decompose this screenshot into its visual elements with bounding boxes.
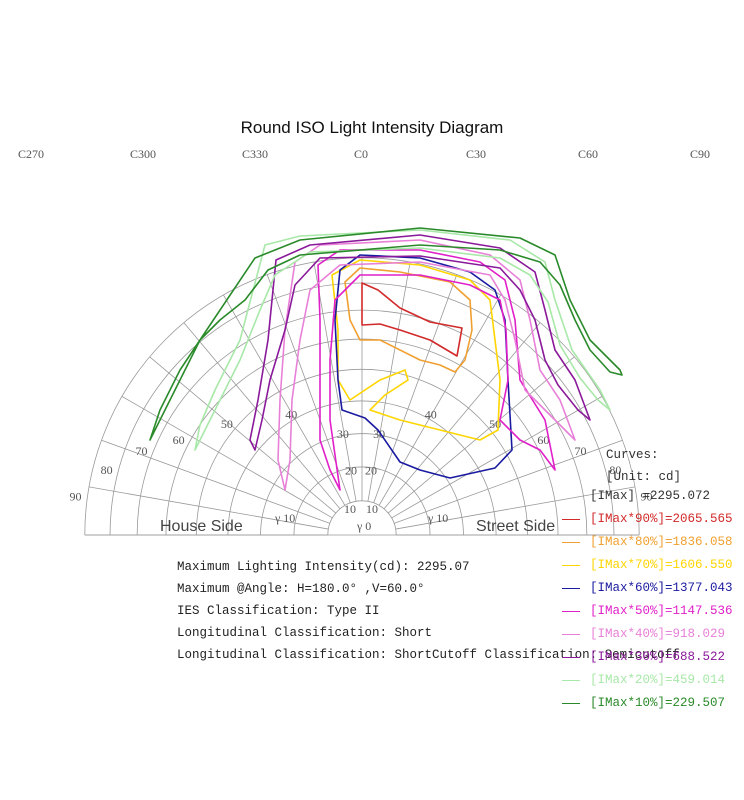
- legend-label: [IMax] =2295.072: [590, 489, 711, 503]
- iso-curve: [194, 229, 611, 451]
- legend-item: [IMax*20%]=459.014: [562, 669, 733, 692]
- c-radial-line: [183, 322, 341, 510]
- c-label: C300: [130, 147, 156, 161]
- legend-label: [IMax*50%]=1147.536: [590, 604, 733, 618]
- ring-label-right: 20: [345, 463, 357, 477]
- gamma-label-right: γ 10: [427, 511, 448, 525]
- legend-label: [IMax*40%]=918.029: [590, 627, 726, 641]
- legend-item: [IMax*70%]=1606.550: [562, 554, 733, 577]
- iso-curve: [149, 227, 623, 441]
- ring-label-left: 90: [69, 489, 81, 503]
- legend-label: [IMax*90%]=2065.565: [590, 512, 733, 526]
- legend-item: [IMax*10%]=229.507: [562, 692, 733, 715]
- ring-label-left: 70: [136, 444, 148, 458]
- c-radial-line: [149, 356, 337, 514]
- info-block: Maximum Lighting Intensity(cd): 2295.07 …: [177, 556, 680, 666]
- c-radial-line: [373, 274, 458, 504]
- c-angle-labels: C270 C300 C330 C0 C30 C60 C90: [18, 147, 710, 161]
- c-label: C30: [466, 147, 486, 161]
- legend-swatch: [562, 703, 580, 704]
- info-line-cutoff: Longitudinal Classification: ShortCutoff…: [177, 648, 680, 662]
- ring-label-left: 30: [337, 427, 349, 441]
- info-line-max-angle: Maximum @Angle: H=180.0° ,V=60.0°: [177, 582, 425, 596]
- ring-label-right: 10: [344, 502, 356, 516]
- iso-curve: [277, 239, 576, 491]
- info-line-ies-class: IES Classification: Type II: [177, 604, 380, 618]
- iso-curve: [317, 249, 556, 491]
- legend-item: [IMax*40%]=918.029: [562, 623, 733, 646]
- street-side-label: Street Side: [476, 518, 556, 535]
- ring-label-left: 50: [221, 417, 233, 431]
- c-label: C60: [578, 147, 598, 161]
- ring-label-right: 70: [574, 444, 586, 458]
- iso-curve: [249, 234, 591, 451]
- legend-label: [IMax*70%]=1606.550: [590, 558, 733, 572]
- ring-label-left: 80: [101, 463, 113, 477]
- ring-label-left: 10: [366, 502, 378, 516]
- legend-item: [IMax*30%]=688.522: [562, 646, 733, 669]
- iso-curve: [331, 259, 501, 441]
- legend-swatch: [562, 542, 580, 543]
- legend-swatch: [562, 496, 580, 497]
- c-radial-line: [387, 356, 575, 514]
- legend-swatch: [562, 565, 580, 566]
- legend-label: [IMax*10%]=229.507: [590, 696, 726, 710]
- gamma-ring: [327, 500, 397, 536]
- info-line-max-intensity: Maximum Lighting Intensity(cd): 2295.07: [177, 560, 470, 574]
- c-radial-line: [393, 439, 623, 524]
- legend-swatch: [562, 588, 580, 589]
- c-label: C330: [242, 147, 268, 161]
- ring-label-right: 90: [641, 489, 653, 503]
- gamma-label-left: γ 10: [274, 511, 295, 525]
- diagram-title: Round ISO Light Intensity Diagram: [240, 118, 504, 137]
- c-radial-line: [88, 486, 329, 530]
- legend-label: [IMax*20%]=459.014: [590, 673, 726, 687]
- unit-label: [Unit: cd]: [606, 470, 682, 484]
- c-radial-line: [101, 439, 331, 524]
- legend-item: [IMax*50%]=1147.536: [562, 600, 733, 623]
- legend-item: [IMax] =2295.072: [562, 485, 733, 508]
- legend-swatch: [562, 611, 580, 612]
- iso-curve: [361, 282, 463, 357]
- legend-label: [IMax*60%]=1377.043: [590, 581, 733, 595]
- legend: [IMax] =2295.072 [IMax*90%]=2065.565 [IMax…: [562, 485, 733, 715]
- curves-title: Curves:: [606, 448, 659, 462]
- c-radial-line: [367, 261, 411, 502]
- ring-label-right: 50: [489, 417, 501, 431]
- legend-swatch: [562, 680, 580, 681]
- c-radial-line: [313, 261, 357, 502]
- legend-item: [IMax*90%]=2065.565: [562, 508, 733, 531]
- legend-item: [IMax*80%]=1836.058: [562, 531, 733, 554]
- ring-label-right: 60: [537, 433, 549, 447]
- iso-curves: [90, 222, 640, 491]
- ring-label-left: 20: [365, 463, 377, 477]
- legend-item: [IMax*60%]=1377.043: [562, 577, 733, 600]
- c-label: C270: [18, 147, 44, 161]
- iso-curve: [90, 222, 640, 368]
- legend-label: [IMax*80%]=1836.058: [590, 535, 733, 549]
- c-label: C90: [690, 147, 710, 161]
- ring-label-right: 80: [609, 463, 621, 477]
- legend-label: [IMax*30%]=688.522: [590, 650, 726, 664]
- curves-header: Curves: [Unit: cd]: [606, 444, 681, 488]
- legend-swatch: [562, 634, 580, 635]
- c-radial-line: [121, 396, 333, 519]
- c-radial-line: [378, 294, 501, 506]
- c-radial-line: [395, 486, 636, 530]
- gamma-label-center: γ 0: [356, 519, 371, 533]
- c-radial-line: [223, 294, 346, 506]
- house-side-label: House Side: [160, 518, 243, 535]
- ring-label-left: 60: [173, 433, 185, 447]
- legend-swatch: [562, 519, 580, 520]
- info-line-longitudinal: Longitudinal Classification: Short: [177, 626, 433, 640]
- ring-label-right: 40: [425, 407, 437, 421]
- c-label: C0: [354, 147, 368, 161]
- legend-swatch: [562, 657, 580, 658]
- c-radial-line: [383, 322, 541, 510]
- iso-curve: [344, 267, 473, 373]
